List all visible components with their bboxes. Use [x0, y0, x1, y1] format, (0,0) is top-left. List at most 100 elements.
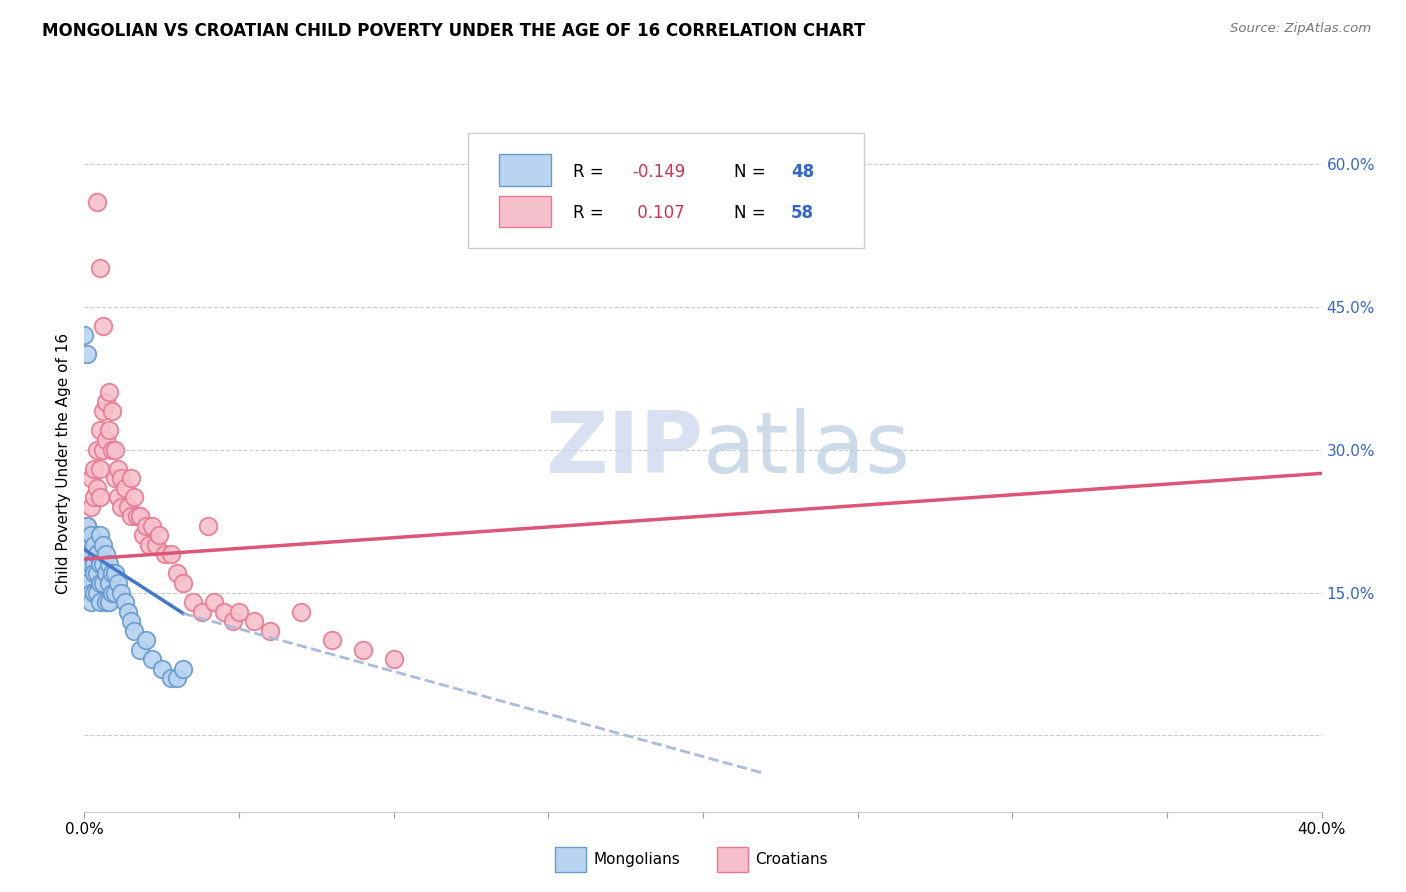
- Point: [222, 614, 245, 628]
- Text: R =: R =: [574, 162, 609, 180]
- Point: [107, 461, 129, 475]
- Point: [110, 585, 132, 599]
- Point: [91, 576, 114, 591]
- Point: [160, 671, 183, 685]
- Text: 48: 48: [790, 162, 814, 180]
- Point: [98, 595, 121, 609]
- Point: [145, 538, 167, 552]
- Point: [228, 605, 250, 619]
- Point: [79, 471, 101, 485]
- Text: atlas: atlas: [703, 409, 911, 491]
- Point: [104, 471, 127, 485]
- Point: [76, 518, 98, 533]
- Point: [122, 490, 145, 504]
- Point: [98, 385, 121, 400]
- Point: [89, 557, 111, 571]
- Point: [135, 518, 157, 533]
- Point: [94, 433, 117, 447]
- Point: [101, 566, 124, 581]
- Text: MONGOLIAN VS CROATIAN CHILD POVERTY UNDER THE AGE OF 16 CORRELATION CHART: MONGOLIAN VS CROATIAN CHILD POVERTY UNDE…: [42, 22, 866, 40]
- Point: [290, 605, 312, 619]
- Point: [76, 548, 98, 562]
- Point: [321, 633, 343, 648]
- Point: [94, 548, 117, 562]
- Point: [117, 500, 139, 514]
- Point: [166, 671, 188, 685]
- Point: [114, 481, 136, 495]
- Point: [181, 595, 204, 609]
- Point: [94, 566, 117, 581]
- Point: [83, 557, 105, 571]
- Point: [148, 528, 170, 542]
- Point: [172, 576, 194, 591]
- Point: [89, 261, 111, 276]
- Point: [83, 538, 105, 552]
- Text: 0.107: 0.107: [633, 204, 685, 222]
- Point: [89, 461, 111, 475]
- Point: [94, 395, 117, 409]
- Point: [114, 595, 136, 609]
- Point: [86, 566, 108, 581]
- Point: [94, 595, 117, 609]
- FancyBboxPatch shape: [499, 196, 551, 227]
- Text: 58: 58: [790, 204, 814, 222]
- Point: [83, 490, 105, 504]
- Point: [83, 585, 105, 599]
- Point: [110, 471, 132, 485]
- Point: [120, 471, 142, 485]
- Point: [202, 595, 225, 609]
- Point: [79, 500, 101, 514]
- Point: [83, 461, 105, 475]
- Point: [91, 557, 114, 571]
- Point: [160, 548, 183, 562]
- Point: [101, 585, 124, 599]
- Y-axis label: Child Poverty Under the Age of 16: Child Poverty Under the Age of 16: [56, 334, 72, 594]
- Text: Croatians: Croatians: [755, 853, 828, 867]
- Point: [150, 662, 173, 676]
- Point: [120, 614, 142, 628]
- Point: [212, 605, 235, 619]
- Point: [91, 442, 114, 457]
- Point: [107, 576, 129, 591]
- Point: [98, 424, 121, 438]
- Point: [86, 548, 108, 562]
- Point: [89, 528, 111, 542]
- Text: R =: R =: [574, 204, 609, 222]
- Point: [98, 557, 121, 571]
- Point: [89, 424, 111, 438]
- Text: Mongolians: Mongolians: [593, 853, 681, 867]
- Text: ZIP: ZIP: [546, 409, 703, 491]
- FancyBboxPatch shape: [468, 134, 863, 248]
- Point: [259, 624, 281, 638]
- Point: [86, 585, 108, 599]
- Point: [73, 528, 96, 542]
- Point: [104, 566, 127, 581]
- Point: [89, 490, 111, 504]
- Point: [91, 404, 114, 418]
- Text: Source: ZipAtlas.com: Source: ZipAtlas.com: [1230, 22, 1371, 36]
- Point: [141, 518, 163, 533]
- Point: [73, 566, 96, 581]
- Point: [172, 662, 194, 676]
- Point: [107, 490, 129, 504]
- Point: [73, 328, 96, 343]
- Point: [191, 605, 214, 619]
- Point: [91, 538, 114, 552]
- Point: [141, 652, 163, 666]
- Point: [197, 518, 219, 533]
- Point: [352, 642, 374, 657]
- Point: [138, 538, 160, 552]
- Point: [104, 585, 127, 599]
- Point: [125, 509, 148, 524]
- Point: [86, 481, 108, 495]
- Point: [129, 642, 152, 657]
- Point: [153, 548, 176, 562]
- Text: N =: N =: [734, 162, 770, 180]
- Point: [79, 557, 101, 571]
- Point: [79, 528, 101, 542]
- Point: [79, 595, 101, 609]
- Point: [83, 566, 105, 581]
- Point: [129, 509, 152, 524]
- Point: [76, 518, 98, 533]
- Point: [135, 633, 157, 648]
